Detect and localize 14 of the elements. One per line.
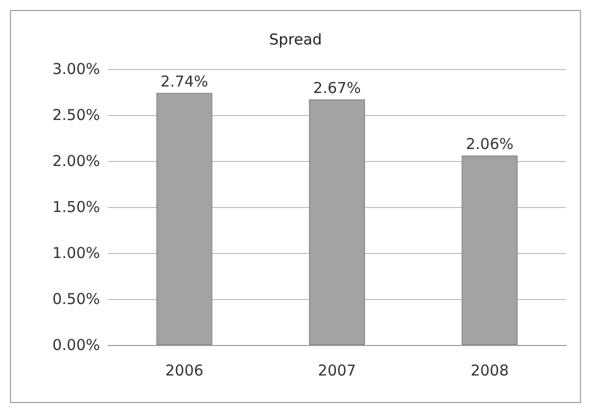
y-tick-label: 2.50% xyxy=(52,106,100,124)
x-tick-label: 2007 xyxy=(318,362,356,380)
y-tick-label: 1.00% xyxy=(52,244,100,262)
x-tick-label: 2006 xyxy=(165,362,204,380)
y-tick-label: 0.50% xyxy=(52,290,100,308)
data-label: 2.06% xyxy=(466,134,514,153)
y-tick-label: 0.00% xyxy=(52,336,100,354)
y-tick-label: 3.00% xyxy=(52,60,100,78)
chart-title: Spread xyxy=(269,30,322,48)
data-label: 2.74% xyxy=(160,72,208,90)
x-tick-label: 2008 xyxy=(470,362,509,380)
data-label: 2.67% xyxy=(313,78,361,97)
y-tick-label: 2.00% xyxy=(52,152,100,170)
y-tick-label: 1.50% xyxy=(52,198,100,216)
